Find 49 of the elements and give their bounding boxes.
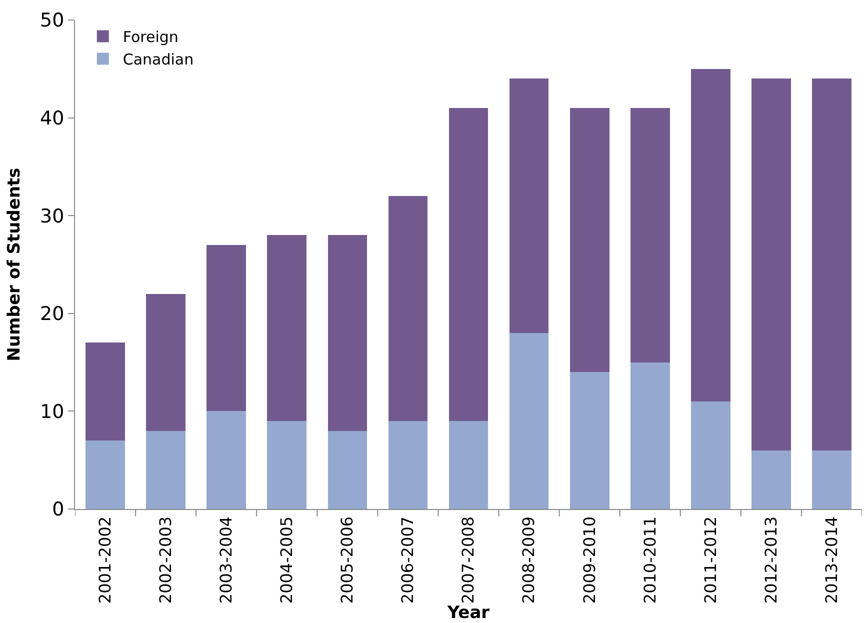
x-tick-label: 2013-2014	[822, 516, 841, 604]
bar	[690, 68, 730, 402]
bar	[448, 108, 488, 421]
bar	[328, 235, 368, 431]
x-tick-label: 2005-2006	[338, 516, 357, 604]
x-tick-label: 2012-2013	[761, 516, 780, 604]
bar	[86, 342, 125, 441]
y-tick-label: 30	[40, 205, 64, 228]
x-tick-label: 2003-2004	[216, 516, 236, 604]
x-tick-label: 2010-2011	[640, 516, 660, 604]
bar	[448, 420, 488, 509]
legend-label: Foreign	[122, 28, 178, 46]
bar	[206, 411, 246, 509]
bar	[690, 401, 730, 509]
bar	[509, 332, 549, 509]
bar	[570, 372, 610, 509]
bar	[267, 235, 307, 421]
bar	[206, 244, 246, 412]
x-tick-label: 2004-2005	[277, 516, 296, 604]
bar	[630, 108, 670, 362]
bar	[752, 450, 791, 509]
y-tick-label: 40	[40, 107, 64, 130]
y-tick-label: 20	[40, 303, 64, 326]
x-tick-label: 2006-2007	[398, 516, 418, 604]
x-tick-label: 2002-2003	[156, 516, 176, 604]
bar	[388, 420, 428, 509]
y-tick-label: 50	[40, 10, 64, 32]
legend-label: Canadian	[122, 50, 194, 69]
y-axis-title: Number of Students	[4, 168, 25, 362]
bar	[146, 294, 186, 431]
bar	[267, 420, 307, 509]
bar	[146, 430, 186, 509]
bar	[509, 78, 549, 333]
x-tick-label: 2007-2008	[458, 516, 478, 604]
bar	[388, 196, 428, 421]
bar	[570, 108, 610, 372]
bar	[630, 362, 670, 509]
y-tick-label: 10	[40, 400, 64, 423]
x-axis-title: Year	[446, 603, 490, 623]
x-tick-label: 2008-2009	[519, 516, 538, 604]
x-tick-label: 2011-2012	[700, 516, 720, 604]
bar	[812, 450, 852, 509]
x-tick-label: 2001-2002	[95, 516, 114, 604]
bar	[812, 78, 852, 450]
x-tick-label: 2009-2010	[580, 516, 599, 604]
bar	[752, 78, 791, 450]
bar	[86, 440, 125, 509]
y-tick-label: 0	[52, 498, 64, 521]
bar	[328, 430, 368, 509]
